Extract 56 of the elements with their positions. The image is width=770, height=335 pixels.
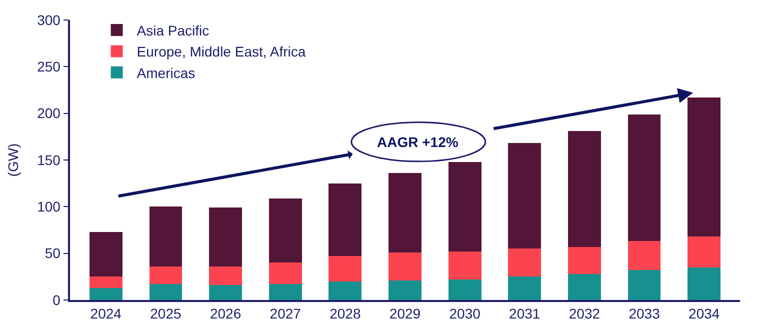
- x-tick-label: 2027: [270, 306, 302, 322]
- y-tick-label: 50: [44, 245, 61, 262]
- y-tick-label: 250: [37, 58, 61, 75]
- y-tick-label: 300: [37, 12, 61, 28]
- bar: [388, 173, 422, 252]
- x-tick-label: 2032: [568, 306, 600, 322]
- bar: [508, 248, 542, 277]
- bar: [268, 284, 302, 300]
- bar: [89, 232, 122, 277]
- bar: [448, 162, 482, 252]
- bar: [388, 280, 422, 300]
- bar: [508, 276, 542, 300]
- y-tick-label: 150: [37, 152, 61, 168]
- y-tick-label: 100: [37, 198, 61, 215]
- bar: [688, 267, 721, 300]
- bar: [628, 114, 661, 242]
- x-tick-label: 2031: [509, 306, 540, 322]
- bar: [568, 246, 601, 274]
- bar: [688, 236, 721, 268]
- legend-label: Asia Pacific: [136, 22, 210, 38]
- legend-label: Americas: [136, 64, 196, 81]
- x-tick-label: 2025: [150, 306, 182, 322]
- x-tick-label: 2026: [210, 306, 242, 322]
- x-tick-label: 2033: [628, 306, 660, 322]
- bar: [568, 274, 601, 300]
- bar: [149, 284, 182, 300]
- legend-label: Europe, Middle East, Africa: [136, 44, 306, 60]
- bar: [628, 241, 661, 270]
- bar: [388, 252, 422, 280]
- bar: [448, 279, 482, 300]
- bar: [328, 183, 362, 256]
- x-tick-label: 2030: [449, 306, 481, 322]
- x-tick-label: 2024: [90, 306, 122, 322]
- bar: [568, 131, 601, 247]
- bar: [149, 206, 182, 266]
- bar: [209, 285, 242, 300]
- y-tick-label: 200: [37, 105, 61, 122]
- bar: [628, 270, 661, 300]
- y-tick-label: 0: [52, 292, 61, 308]
- bar: [268, 262, 302, 284]
- x-tick-label: 2034: [688, 306, 720, 322]
- bar: [328, 256, 362, 282]
- bar: [209, 208, 242, 266]
- bar: [89, 276, 122, 288]
- bar: [149, 266, 182, 284]
- annotation: AAGR +12%: [377, 134, 459, 150]
- bar: [89, 288, 122, 300]
- bar: [688, 97, 721, 237]
- bar: [328, 281, 362, 300]
- x-tick-label: 2028: [330, 306, 361, 322]
- bar: [508, 143, 542, 249]
- bar: [448, 251, 482, 280]
- bar: [268, 198, 302, 263]
- x-tick-label: 2029: [389, 306, 421, 322]
- y-axis-title: (GW): [5, 143, 22, 177]
- bar: [209, 266, 242, 286]
